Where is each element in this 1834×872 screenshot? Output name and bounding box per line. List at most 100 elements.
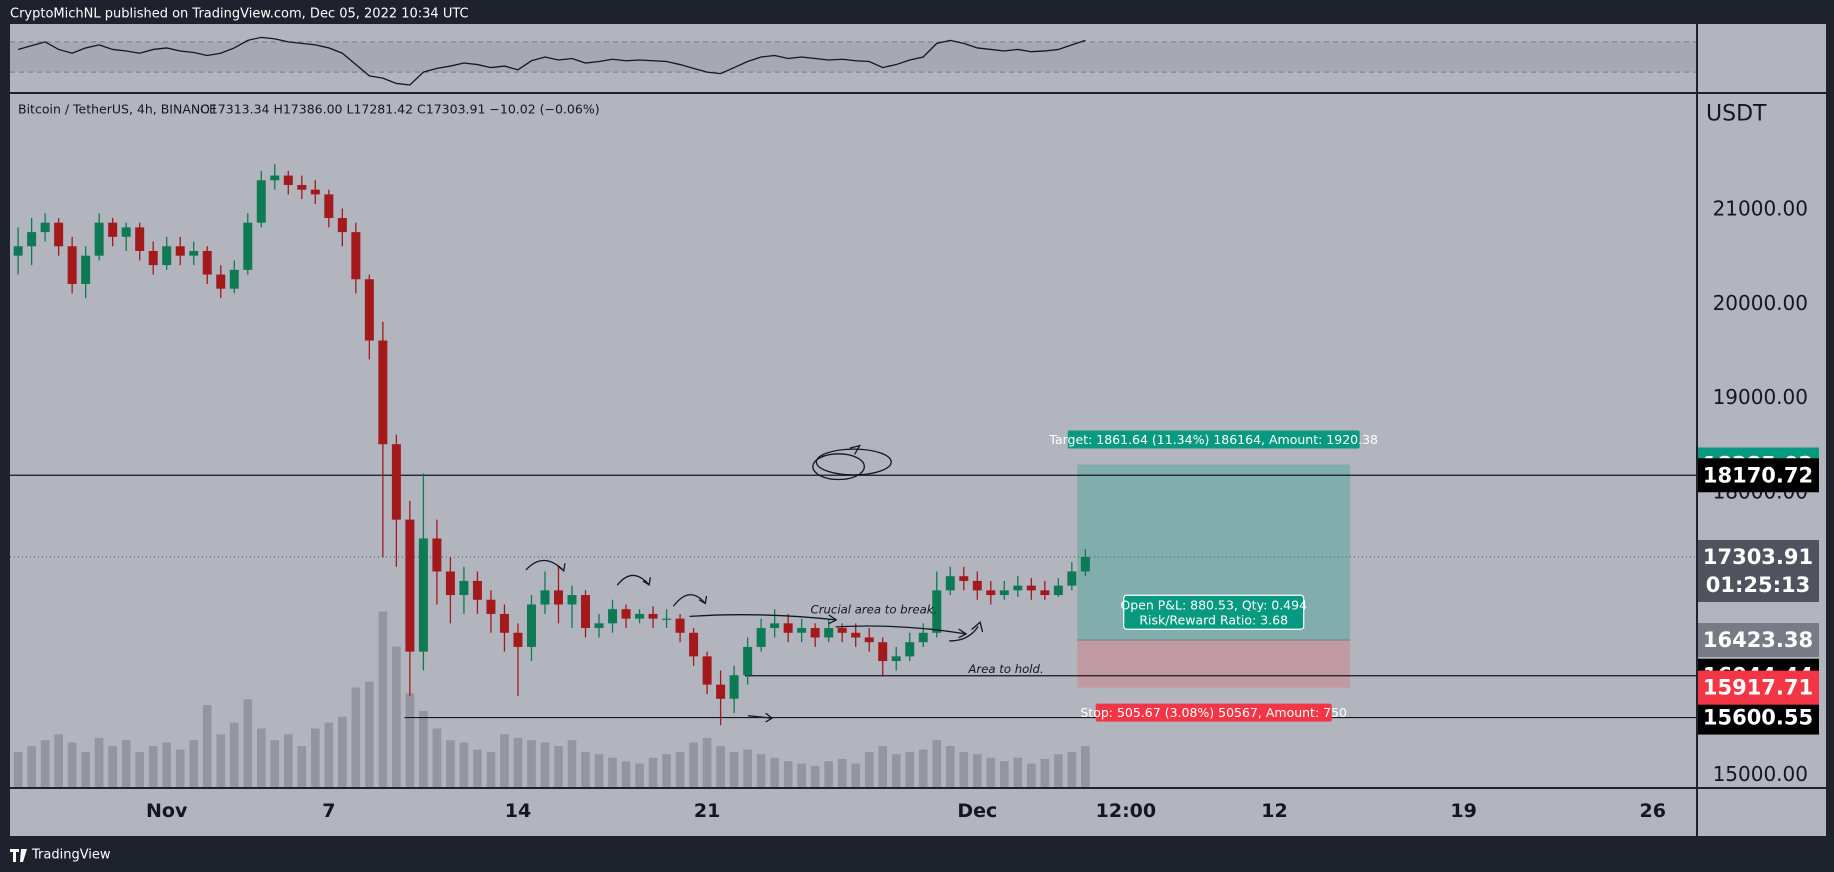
volume-bar <box>878 746 888 787</box>
volume-bar <box>486 751 496 787</box>
candle-body <box>878 642 888 662</box>
candle-body <box>499 613 509 633</box>
candle-body <box>391 444 401 520</box>
drawings: Crucial area to break. Area to hold. <box>525 444 1044 723</box>
volume-bar <box>121 740 131 787</box>
candle-body <box>594 623 604 629</box>
candle-body <box>40 222 50 233</box>
volume-bar <box>891 754 901 787</box>
brand-name: TradingView <box>31 848 111 863</box>
volume-bar <box>513 737 523 787</box>
candle-body <box>94 222 104 256</box>
candle-body <box>256 180 266 223</box>
volume-bar <box>797 763 806 787</box>
candle-body <box>324 194 334 218</box>
candle-body <box>743 646 753 676</box>
candle-body <box>135 227 145 251</box>
volume-bar <box>216 734 226 787</box>
header-title: CryptoMichNL published on TradingView.co… <box>10 7 469 22</box>
volume-bar <box>419 710 428 787</box>
candle-body <box>81 255 91 284</box>
x-tick-label: 12:00 <box>1096 800 1156 822</box>
candle-body <box>797 628 807 633</box>
candle-body <box>229 269 239 289</box>
volume-bar <box>148 746 158 787</box>
candle-body <box>270 175 280 181</box>
candle-body <box>364 279 374 341</box>
candle-body <box>1053 585 1063 596</box>
candle-body <box>378 340 388 445</box>
volume-bar <box>1040 758 1050 787</box>
candle-body <box>472 580 482 600</box>
candle-body <box>1040 590 1050 596</box>
y-tick-label: 15000.00 <box>1713 762 1808 786</box>
y-tick-label: 21000.00 <box>1713 197 1808 221</box>
volume-bar <box>567 740 577 787</box>
volume-bar <box>310 728 320 787</box>
countdown-label: 01:25:13 <box>1706 573 1810 597</box>
volume-bar <box>702 737 712 787</box>
volume-bar <box>837 758 847 787</box>
volume-bar <box>918 749 928 787</box>
volume-bar <box>824 761 834 787</box>
candle-body <box>689 632 699 657</box>
volume-bar <box>432 728 442 787</box>
candle-body <box>783 623 793 633</box>
candle-body <box>864 637 874 643</box>
candle-body <box>621 609 631 619</box>
annotation: Crucial area to break. <box>811 602 938 616</box>
candle-body <box>959 576 969 581</box>
volume-bar <box>202 705 212 787</box>
candle-body <box>905 642 915 657</box>
candle-body <box>1013 585 1023 591</box>
volume-bar <box>1013 757 1023 787</box>
volume-bar <box>189 740 199 787</box>
stop-price-label: 15917.71 <box>1703 676 1813 700</box>
candle-body <box>770 623 780 629</box>
candle-body <box>986 590 996 596</box>
candle-body <box>526 604 536 647</box>
volume-bar <box>405 693 415 787</box>
candle-body <box>162 246 172 266</box>
candle-body <box>729 675 739 699</box>
candle-body <box>824 628 834 638</box>
volume-bar <box>662 754 671 787</box>
candle-body <box>553 590 563 605</box>
candle-body <box>337 217 347 233</box>
entry-price-label-box <box>1697 622 1819 657</box>
entry-price-label: 16423.38 <box>1703 628 1813 652</box>
volume-bar <box>1067 751 1077 787</box>
candle-body <box>310 189 320 195</box>
candle-body <box>297 184 307 190</box>
oscillator-band <box>10 41 1696 73</box>
volume-bar <box>459 742 469 787</box>
line-price-label-box <box>1697 700 1819 735</box>
volume-bar <box>338 716 347 787</box>
arrow-drawing <box>949 621 984 642</box>
volume-bar <box>162 742 172 787</box>
last-price-label: 17303.91 <box>1703 545 1813 569</box>
candle-body <box>540 590 550 605</box>
candle-body <box>810 628 820 638</box>
volume-bar <box>527 740 536 787</box>
time-axis <box>10 789 1826 836</box>
candle-body <box>54 222 64 247</box>
x-tick-label: 19 <box>1450 800 1476 822</box>
volume-bar <box>932 740 942 787</box>
target-label: Target: 1861.64 (11.34%) 186164, Amount:… <box>1048 432 1378 447</box>
brand: TradingView <box>10 848 111 863</box>
volume-bar <box>365 681 374 787</box>
volume-bar <box>554 746 563 787</box>
candle-body <box>1067 571 1077 586</box>
candle-body <box>513 632 523 647</box>
candle-body <box>459 580 469 596</box>
volume-bar <box>635 763 644 787</box>
pnl-label: Open P&L: 880.53, Qty: 0.494 <box>1120 598 1307 613</box>
candle-body <box>189 250 199 256</box>
volume-bar <box>594 754 604 787</box>
x-tick-label: 7 <box>322 800 335 822</box>
candle-body <box>148 250 158 266</box>
volume-bar <box>40 740 50 787</box>
